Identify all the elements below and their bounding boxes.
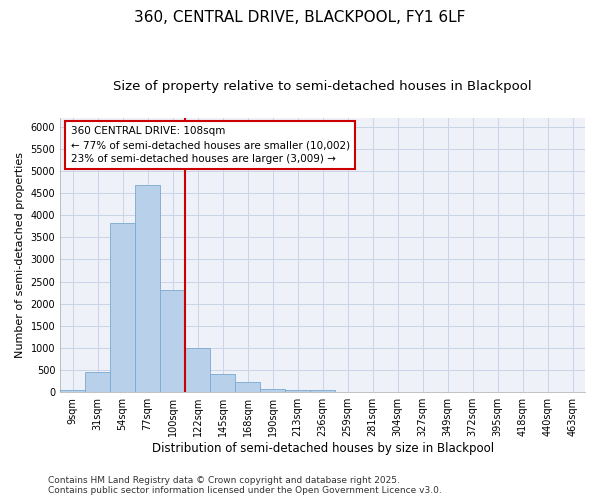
Bar [135, 185, 160, 392]
Text: 360, CENTRAL DRIVE, BLACKPOOL, FY1 6LF: 360, CENTRAL DRIVE, BLACKPOOL, FY1 6LF [134, 10, 466, 25]
Y-axis label: Number of semi-detached properties: Number of semi-detached properties [15, 152, 25, 358]
Bar [310, 390, 335, 392]
Bar [285, 390, 310, 392]
Bar [260, 388, 285, 392]
Text: Contains HM Land Registry data © Crown copyright and database right 2025.
Contai: Contains HM Land Registry data © Crown c… [48, 476, 442, 495]
Bar [235, 382, 260, 392]
Bar [110, 223, 135, 392]
Title: Size of property relative to semi-detached houses in Blackpool: Size of property relative to semi-detach… [113, 80, 532, 93]
Bar [60, 390, 85, 392]
Bar [185, 348, 210, 392]
X-axis label: Distribution of semi-detached houses by size in Blackpool: Distribution of semi-detached houses by … [152, 442, 494, 455]
Bar [160, 290, 185, 392]
Text: 360 CENTRAL DRIVE: 108sqm
← 77% of semi-detached houses are smaller (10,002)
23%: 360 CENTRAL DRIVE: 108sqm ← 77% of semi-… [71, 126, 350, 164]
Bar [210, 374, 235, 392]
Bar [85, 372, 110, 392]
